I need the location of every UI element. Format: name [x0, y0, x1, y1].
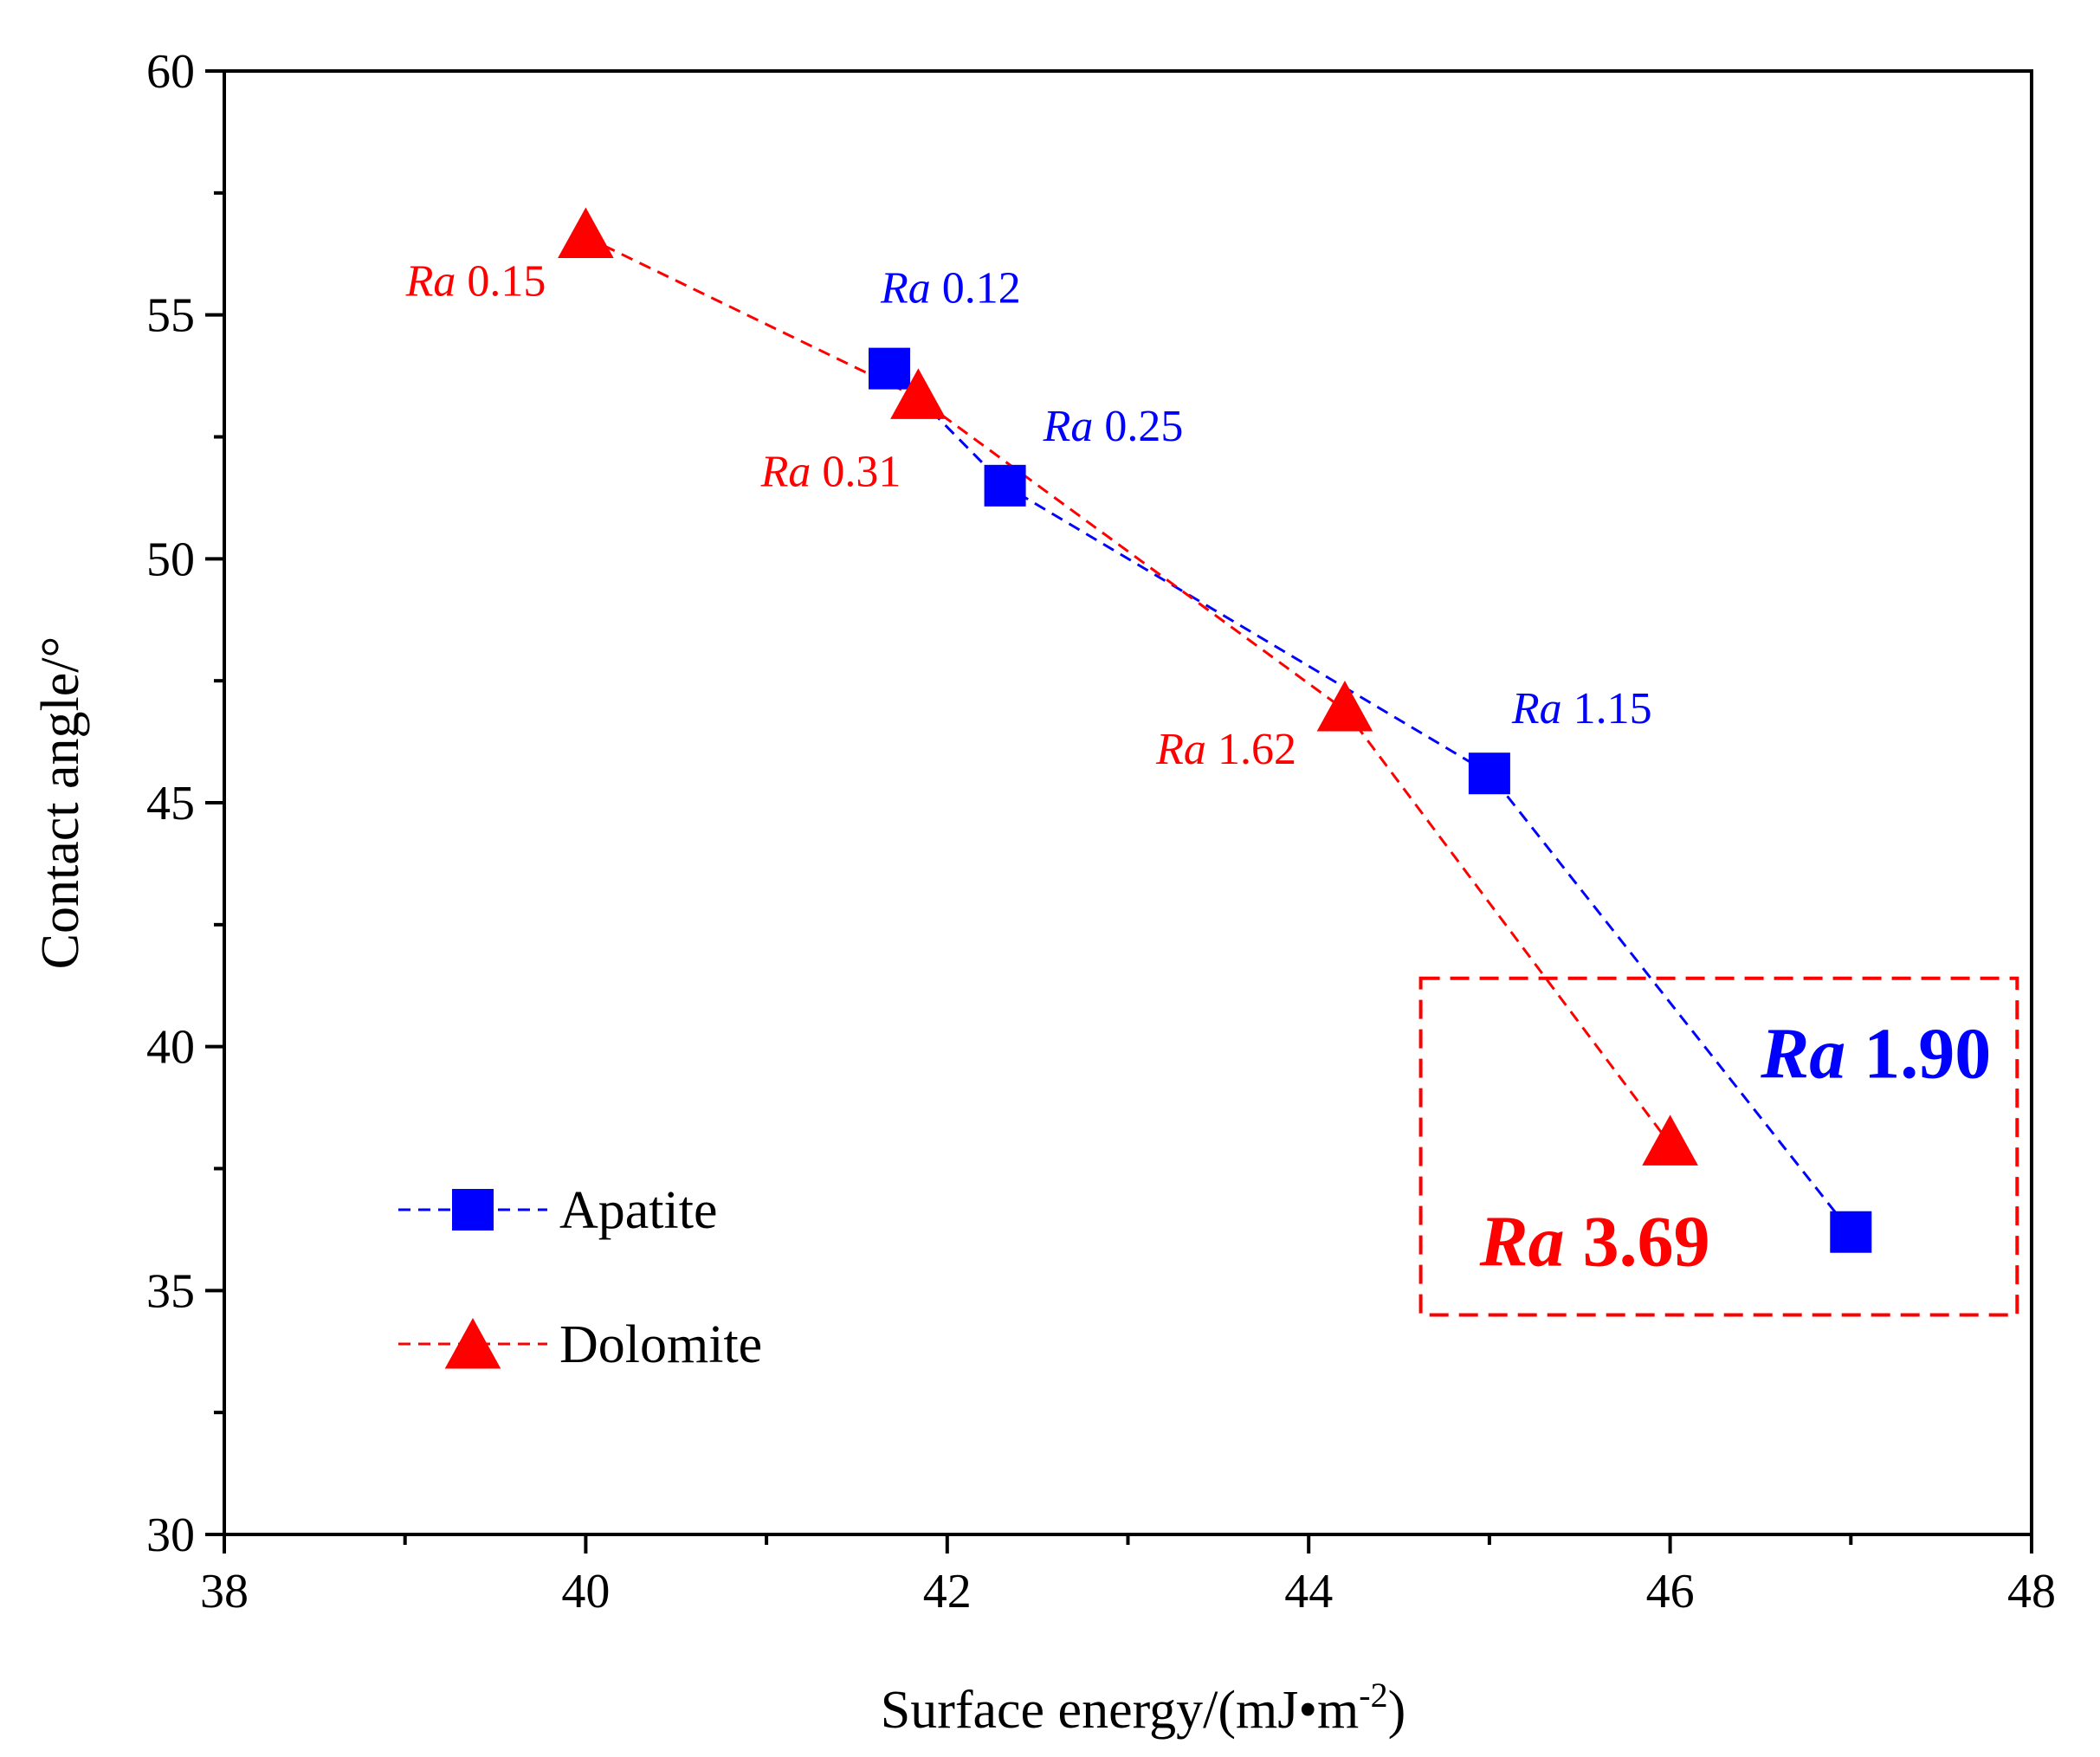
apatite-point-4: [1830, 1211, 1872, 1253]
y-axis-title: Contact angle/°: [31, 636, 90, 970]
apatite-label-1: Ra 0.12: [880, 264, 1021, 313]
x-tick-label-40: 40: [561, 1565, 610, 1618]
apatite-line: [888, 367, 1852, 1233]
x-tick-label-42: 42: [923, 1565, 972, 1618]
y-tick-label-45: 45: [146, 777, 195, 830]
x-tick-label-38: 38: [200, 1565, 249, 1618]
apatite-label-2: Ra 0.25: [1043, 402, 1184, 451]
apatite-point-1: [869, 347, 911, 390]
dolomite-line: [585, 236, 1671, 1146]
x-tick-label-44: 44: [1284, 1565, 1333, 1618]
apatite-point-3: [1468, 753, 1510, 795]
dolomite-label-4: Ra 3.69: [1479, 1201, 1710, 1282]
legend-marker-apatite: [452, 1189, 494, 1231]
apatite-label-4: Ra 1.90: [1760, 1014, 1991, 1095]
series-lines: [585, 236, 1852, 1233]
x-axis: 38 40 42 44 46 48: [200, 1534, 2056, 1618]
apatite-point-2: [984, 464, 1026, 507]
dolomite-label-2: Ra 0.31: [760, 447, 901, 496]
y-tick-label-40: 40: [146, 1021, 195, 1075]
y-axis: 30 35 40 45 50 55 60: [146, 45, 224, 1562]
highlight-box: [1418, 976, 2019, 1317]
legend-label-dolomite: Dolomite: [559, 1315, 762, 1374]
legend-marker-dolomite: [444, 1318, 501, 1369]
legend-label-apatite: Apatite: [559, 1181, 718, 1240]
dolomite-label-1: Ra 0.15: [405, 257, 546, 307]
y-tick-label-50: 50: [146, 533, 195, 586]
x-axis-title: Surface energy/(mJ•m-2): [881, 1676, 1406, 1740]
dolomite-point-3: [1316, 680, 1373, 732]
dolomite-label-3: Ra 1.62: [1155, 725, 1296, 774]
highlight-box-layer: [1418, 976, 2019, 1317]
dolomite-point-4: [1642, 1114, 1698, 1166]
point-annotations: Ra 0.12 Ra 0.25 Ra 1.15 Ra 1.90 Ra 0.15 Ra 0.…: [405, 257, 1992, 1282]
series-markers: [558, 207, 1872, 1253]
dolomite-point-1: [558, 207, 614, 259]
y-tick-label-55: 55: [146, 289, 195, 343]
x-tick-label-46: 46: [1646, 1565, 1695, 1618]
y-tick-label-35: 35: [146, 1264, 195, 1318]
x-tick-label-48: 48: [2007, 1565, 2056, 1618]
apatite-label-3: Ra 1.15: [1511, 684, 1652, 733]
y-tick-label-60: 60: [146, 45, 195, 99]
y-tick-label-30: 30: [146, 1508, 195, 1562]
dolomite-point-2: [890, 368, 947, 419]
legend: Apatite Dolomite: [398, 1181, 762, 1374]
